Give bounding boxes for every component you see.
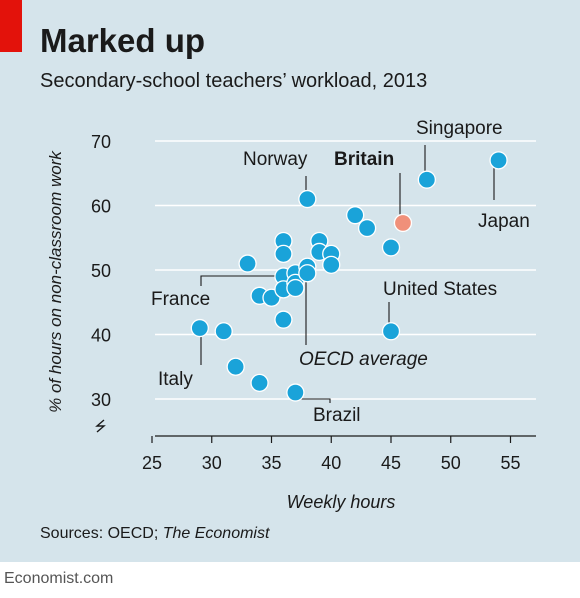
data-point	[274, 244, 293, 264]
x-tick-label: 40	[321, 453, 341, 473]
data-point	[214, 322, 233, 341]
data-point	[357, 218, 377, 238]
data-point	[238, 254, 257, 273]
data-point	[345, 206, 365, 225]
x-tick-label: 30	[202, 453, 222, 473]
label-oecd-average: OECD average	[299, 349, 428, 370]
y-tick-label: 60	[91, 197, 111, 217]
data-point	[298, 264, 317, 283]
label-italy: Italy	[158, 369, 193, 390]
y-tick-label: 40	[91, 326, 111, 346]
data-point	[489, 151, 508, 170]
label-singapore: Singapore	[416, 118, 503, 139]
label-norway: Norway	[243, 149, 308, 170]
data-point	[286, 278, 305, 298]
chart-subtitle: Secondary-school teachers’ workload, 201…	[40, 70, 428, 92]
x-tick-label: 50	[441, 453, 461, 473]
data-point	[381, 322, 401, 341]
label-france: France	[151, 289, 210, 310]
chart-title: Marked up	[40, 22, 206, 59]
brand-accent-bar	[0, 0, 22, 52]
x-tick-label: 45	[381, 453, 401, 473]
x-tick-label: 35	[261, 453, 281, 473]
source-italic: The Economist	[162, 525, 270, 542]
source-note: Sources: OECD; The Economist	[40, 525, 269, 543]
data-point	[250, 373, 269, 393]
source-prefix: Sources: OECD;	[40, 525, 163, 542]
axis-break-icon	[95, 419, 106, 433]
label-britain: Britain	[334, 149, 394, 170]
scatter-chart: 30 40 50 60 70 25 30 35 40 45 50 55 Singapore Norwa…	[46, 118, 536, 512]
y-tick-label: 50	[91, 261, 111, 281]
x-tick-label: 25	[142, 453, 162, 473]
data-point	[286, 383, 305, 402]
y-axis-title: % of hours on non-classroom work	[46, 150, 65, 413]
data-point	[226, 357, 245, 376]
data-point	[190, 318, 209, 338]
label-japan: Japan	[478, 211, 530, 232]
highlight-point	[393, 213, 413, 233]
brand-footer: Economist.com	[4, 570, 114, 587]
data-point	[381, 238, 401, 257]
y-tick-label: 30	[91, 390, 111, 410]
label-brazil: Brazil	[313, 405, 361, 426]
data-point	[417, 170, 437, 189]
data-point	[274, 310, 293, 329]
x-tick-label: 55	[500, 453, 520, 473]
leader-brazil	[295, 398, 331, 403]
label-united-states: United States	[383, 279, 497, 300]
x-axis-title: Weekly hours	[287, 492, 396, 512]
data-point	[298, 189, 317, 209]
data-point	[322, 255, 341, 274]
leader-france	[200, 275, 284, 286]
y-tick-label: 70	[91, 132, 111, 152]
